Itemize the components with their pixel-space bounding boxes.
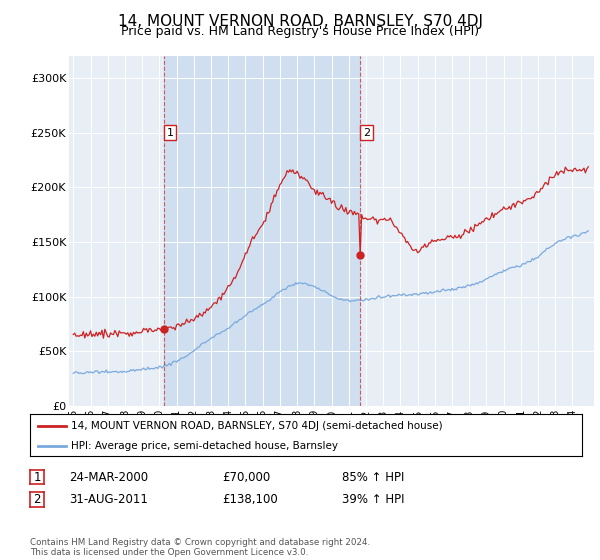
Bar [164, 56, 360, 406]
Text: 85% ↑ HPI: 85% ↑ HPI [342, 470, 404, 484]
Text: 1: 1 [167, 128, 173, 138]
Text: 14, MOUNT VERNON ROAD, BARNSLEY, S70 4DJ (semi-detached house): 14, MOUNT VERNON ROAD, BARNSLEY, S70 4DJ… [71, 421, 443, 431]
Text: Price paid vs. HM Land Registry's House Price Index (HPI): Price paid vs. HM Land Registry's House … [121, 25, 479, 38]
Text: HPI: Average price, semi-detached house, Barnsley: HPI: Average price, semi-detached house,… [71, 441, 338, 451]
Text: £70,000: £70,000 [222, 470, 270, 484]
Text: 24-MAR-2000: 24-MAR-2000 [69, 470, 148, 484]
Text: £138,100: £138,100 [222, 493, 278, 506]
Text: 1: 1 [33, 470, 41, 484]
Text: 14, MOUNT VERNON ROAD, BARNSLEY, S70 4DJ: 14, MOUNT VERNON ROAD, BARNSLEY, S70 4DJ [118, 14, 482, 29]
Text: Contains HM Land Registry data © Crown copyright and database right 2024.
This d: Contains HM Land Registry data © Crown c… [30, 538, 370, 557]
Text: 2: 2 [33, 493, 41, 506]
Text: 39% ↑ HPI: 39% ↑ HPI [342, 493, 404, 506]
Text: 31-AUG-2011: 31-AUG-2011 [69, 493, 148, 506]
Text: 2: 2 [363, 128, 370, 138]
